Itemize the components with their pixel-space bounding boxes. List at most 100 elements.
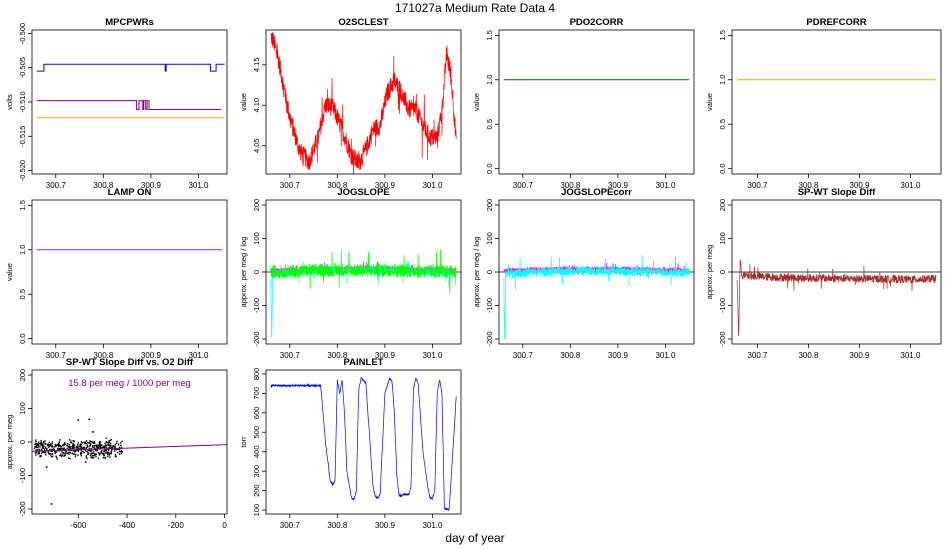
scatter-point: [36, 444, 39, 446]
y-tick-label: 100: [18, 402, 27, 415]
scatter-point: [68, 443, 70, 446]
scatter-point: [99, 441, 101, 443]
scatter-point: [34, 443, 36, 446]
x-tick-label: 300.7: [46, 351, 67, 360]
scatter-point: [121, 451, 123, 453]
scatter-point: [72, 442, 74, 445]
scatter-point: [91, 444, 94, 447]
scatter-point: [113, 450, 116, 452]
axes-frame: [731, 29, 942, 175]
scatter-point: [55, 455, 57, 457]
scatter-point: [33, 447, 36, 450]
scatter-point: [105, 441, 108, 443]
scatter-point: [61, 444, 64, 446]
scatter-point: [105, 449, 108, 452]
y-tick-label: 0.5: [485, 119, 494, 129]
y-tick-label: -0.505: [18, 57, 27, 78]
scatter-point: [40, 443, 42, 445]
scatter-point: [97, 452, 100, 454]
scatter-point: [41, 445, 44, 448]
scatter-point: [112, 445, 114, 447]
scatter-point: [70, 442, 73, 444]
scatter-point: [92, 457, 95, 459]
scatter-point: [104, 446, 106, 449]
y-tick-label: 1.0: [718, 75, 727, 85]
scatter-point: [55, 451, 58, 453]
scatter-point: [83, 441, 85, 444]
scatter-point: [58, 447, 61, 450]
scatter-point: [83, 451, 85, 454]
scatter-point: [37, 446, 39, 448]
plot-area: [499, 255, 694, 340]
x-tick-label: 301.0: [188, 181, 209, 190]
scatter-point: [59, 454, 61, 457]
scatter-point: [51, 442, 53, 445]
scatter-point: [49, 453, 52, 455]
scatter-point: [81, 447, 83, 450]
panel-mpcpwrs: MPCPWRs 300.7 300.8 300.9 301.0 -0.520 -0.515 -…: [5, 17, 228, 190]
scatter-point: [69, 457, 71, 460]
scatter-point: [51, 450, 53, 453]
scatter-point: [41, 444, 43, 446]
scatter-point: [119, 441, 122, 444]
y-tick-label: 0.5: [718, 119, 727, 129]
series-line: [36, 100, 221, 110]
scatter-point: [42, 443, 44, 446]
scatter-point: [59, 447, 62, 450]
scatter-point: [83, 442, 86, 445]
scatter-point: [62, 452, 65, 455]
panel-title: PAINLET: [344, 357, 384, 368]
scatter-point: [38, 452, 40, 455]
scatter-point: [55, 445, 57, 448]
y-axis-label: torr: [239, 436, 248, 448]
scatter-point: [108, 440, 110, 442]
scatter-point: [80, 453, 82, 455]
scatter-point: [103, 454, 105, 456]
scatter-point: [89, 440, 91, 442]
scatter-point: [48, 446, 50, 448]
scatter-point: [90, 448, 93, 450]
scatter-point: [51, 455, 54, 457]
panel-painlet: PAINLET 300.7 300.8 300.9 301.0 100 200 300 400 5…: [239, 357, 462, 530]
scatter-point: [34, 446, 36, 448]
scatter-point: [117, 448, 120, 450]
scatter-point: [75, 446, 77, 449]
scatter-point: [68, 439, 71, 441]
scatter-point: [90, 456, 92, 459]
scatter-point: [71, 445, 73, 448]
scatter-point: [77, 447, 80, 449]
scatter-point: [108, 453, 111, 455]
panel-title: SP-WT Slope Diff: [798, 187, 876, 198]
scatter-point: [101, 444, 103, 446]
scatter-point: [85, 456, 87, 458]
scatter-point: [120, 444, 122, 447]
scatter-point: [43, 441, 45, 443]
scatter-point: [86, 450, 88, 453]
scatter-point: [84, 449, 87, 452]
x-tick-label: 300.9: [375, 351, 396, 360]
scatter-point: [56, 444, 58, 446]
scatter-point: [118, 453, 121, 455]
scatter-point: [100, 452, 102, 455]
scatter-point: [98, 443, 101, 446]
scatter-point: [39, 454, 41, 457]
y-tick-label: -200: [18, 501, 27, 516]
y-tick-label: 0.5: [18, 289, 27, 299]
scatter-point: [96, 449, 99, 451]
scatter-point: [45, 447, 47, 449]
scatter-point: [94, 442, 96, 444]
scatter-point: [41, 448, 43, 450]
scatter-point: [101, 450, 103, 452]
scatter-point: [76, 447, 79, 449]
scatter-point: [59, 445, 62, 447]
y-tick-label: 200: [18, 369, 27, 382]
scatter-point: [118, 446, 121, 449]
y-tick-label: 1.0: [485, 75, 494, 85]
scatter-point: [49, 448, 51, 451]
axes-frame: [265, 29, 462, 175]
scatter-point: [73, 440, 75, 443]
scatter-point: [61, 448, 63, 450]
scatter-point: [55, 456, 58, 459]
x-tick-label: 300.9: [849, 351, 870, 360]
y-tick-label: 200: [252, 484, 261, 497]
